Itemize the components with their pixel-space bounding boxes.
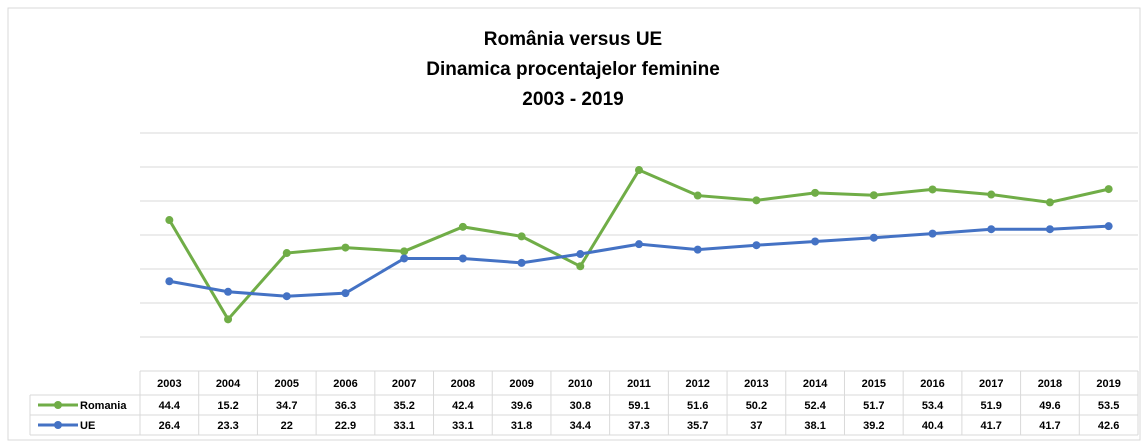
point [987,190,996,199]
x-tick-label: 2004 [216,378,241,390]
table-value: 33.1 [393,420,414,432]
x-tick-label: 2008 [451,378,475,390]
table-value: 22 [281,420,293,432]
table-value: 34.4 [570,420,592,432]
legend-label: Romania [80,400,127,412]
table-value: 39.2 [863,420,884,432]
point [576,262,585,271]
point [341,243,350,252]
x-tick-label: 2017 [979,378,1003,390]
table-value: 15.2 [217,400,238,412]
table-value: 42.4 [452,400,474,412]
table-value: 36.3 [335,400,356,412]
table-value: 41.7 [981,420,1002,432]
point [693,191,702,200]
point [987,225,996,234]
x-tick-label: 2019 [1096,378,1120,390]
point [928,185,937,194]
point [1045,198,1054,207]
point [1104,185,1113,194]
table-value: 51.6 [687,400,708,412]
point [1045,225,1054,234]
table-value: 37.3 [628,420,649,432]
table-value: 41.7 [1039,420,1060,432]
x-tick-label: 2010 [568,378,592,390]
table-value: 39.6 [511,400,532,412]
x-tick-label: 2007 [392,378,416,390]
point [869,233,878,242]
point [165,216,174,225]
point [811,237,820,246]
point [517,232,526,241]
x-tick-label: 2013 [744,378,768,390]
table-value: 40.4 [922,420,944,432]
point [400,254,409,263]
x-tick-label: 2003 [157,378,181,390]
point [752,241,761,250]
legend-marker [54,401,62,409]
x-tick-label: 2005 [275,378,299,390]
x-tick-label: 2011 [627,378,651,390]
table-value: 23.3 [217,420,238,432]
table-value: 38.1 [804,420,825,432]
point [517,258,526,267]
table-value: 42.6 [1098,420,1119,432]
table-value: 59.1 [628,400,649,412]
point [752,196,761,205]
x-tick-label: 2014 [803,378,828,390]
x-tick-label: 2018 [1038,378,1062,390]
chart-title: 2003 - 2019 [522,89,623,110]
x-tick-label: 2006 [333,378,357,390]
table-value: 30.8 [570,400,591,412]
x-tick-label: 2016 [920,378,944,390]
table-value: 34.7 [276,400,297,412]
table-value: 52.4 [804,400,826,412]
x-tick-label: 2015 [862,378,886,390]
point [576,250,585,259]
chart-title: România versus UE [484,29,662,50]
point [811,188,820,197]
table-value: 35.2 [393,400,414,412]
table-value: 35.7 [687,420,708,432]
table-value: 50.2 [746,400,767,412]
point [458,222,467,231]
chart-title: Dinamica procentajelor feminine [426,59,720,80]
table-value: 53.5 [1098,400,1119,412]
table-value: 53.4 [922,400,944,412]
table-value: 51.7 [863,400,884,412]
point [635,166,643,175]
point [400,247,409,256]
table-value: 49.6 [1039,400,1060,412]
table-value: 31.8 [511,420,532,432]
point [224,287,233,296]
x-tick-label: 2009 [509,378,533,390]
point [282,292,291,301]
point [458,254,467,263]
legend-label: UE [80,420,95,432]
point [928,229,937,238]
table-value: 22.9 [335,420,356,432]
x-tick-label: 2012 [685,378,709,390]
point [1104,222,1113,231]
table-value: 51.9 [981,400,1002,412]
point [224,315,233,324]
point [693,245,702,254]
table-value: 33.1 [452,420,473,432]
point [282,249,291,258]
point [635,240,643,249]
table-value: 26.4 [159,420,181,432]
legend-marker [54,421,62,429]
chart-border [7,7,1141,441]
table-value: 37 [750,420,762,432]
point [341,289,350,298]
table-value: 44.4 [159,400,181,412]
point [869,191,878,200]
point [165,277,174,286]
